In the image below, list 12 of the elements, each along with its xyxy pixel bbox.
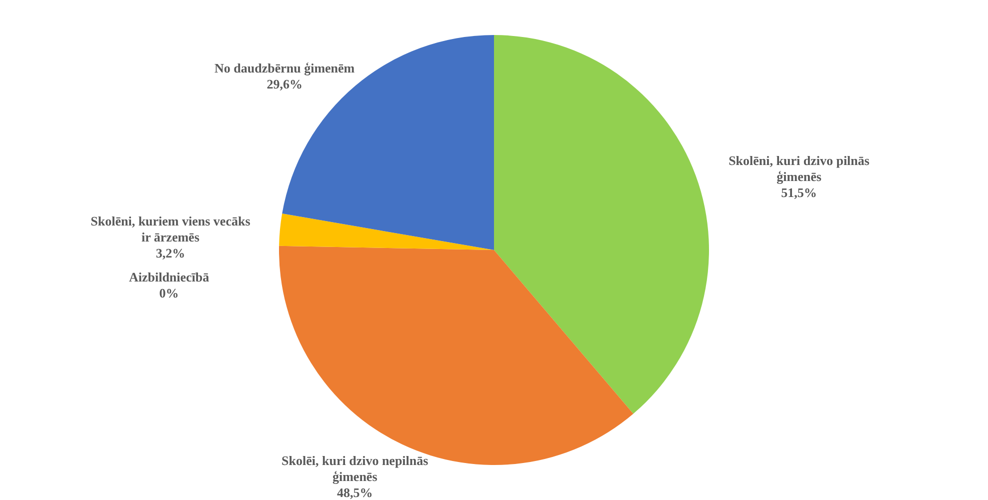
slice-label: Skolēi, kuri dzivo nepilnās ģimenēs xyxy=(282,452,428,484)
pie-slice xyxy=(494,35,709,414)
category-label: Aizbildniecībā xyxy=(128,269,210,284)
data-label: 51,5% xyxy=(781,185,817,200)
pie-slice xyxy=(279,214,494,250)
data-label: 29,6% xyxy=(266,76,302,92)
slice-label: Skolēni, kuriem viens vecāks ir ārzemēs xyxy=(90,213,250,244)
text: 0% xyxy=(159,285,179,300)
data-label: 48,5% xyxy=(336,484,373,500)
data-label: 3,2% xyxy=(156,245,186,260)
slice-label: No daudzbērnu ģimenēm xyxy=(214,60,355,76)
slice-label: Skolēni, kuri dzivo pilnās ģimenēs xyxy=(728,153,870,184)
